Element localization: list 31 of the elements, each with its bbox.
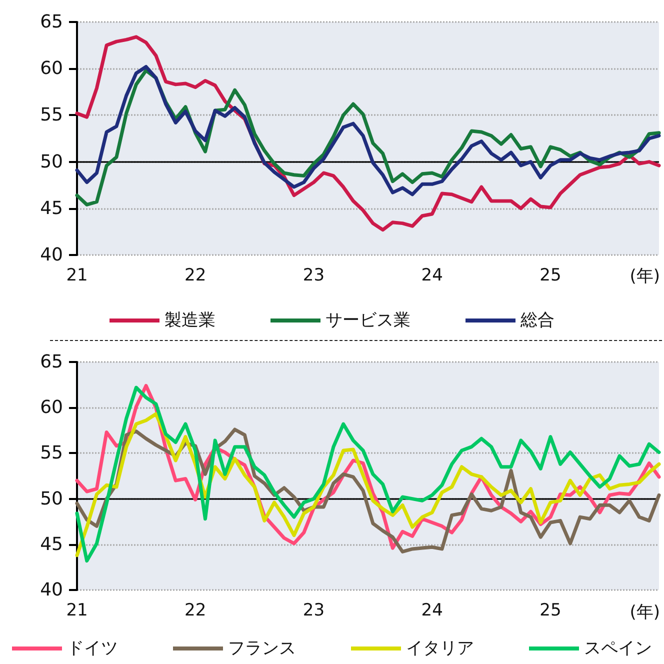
legend-label: スペイン	[584, 638, 652, 658]
x-tick-label: 22	[184, 266, 206, 286]
y-tick-label: 60	[40, 397, 63, 418]
x-tick-label: 25	[540, 600, 562, 620]
y-tick-label: 45	[40, 198, 63, 219]
legend-label: フランス	[228, 638, 296, 658]
legend-label: サービス業	[326, 310, 410, 330]
x-tick-label: 23	[302, 600, 325, 620]
x-tick-label: 21	[66, 600, 88, 620]
y-tick-label: 50	[40, 151, 63, 172]
x-tick-label: 24	[421, 266, 443, 286]
y-tick-label: 40	[40, 244, 63, 266]
y-tick-label: 55	[40, 104, 63, 126]
x-tick-label: 24	[421, 600, 443, 620]
y-tick-label: 65	[40, 352, 63, 372]
y-tick-label: 65	[40, 12, 63, 32]
x-axis-title: (年)	[630, 266, 660, 286]
x-axis-title: (年)	[630, 602, 660, 622]
y-tick-label: 60	[40, 58, 63, 80]
y-tick-label: 45	[40, 534, 63, 555]
y-tick-label: 40	[40, 580, 63, 600]
x-tick-label: 21	[66, 266, 88, 286]
legend-label: 総合	[520, 310, 554, 330]
x-tick-label: 22	[184, 600, 206, 620]
y-tick-label: 50	[40, 488, 63, 510]
legend-label: イタリア	[406, 638, 474, 658]
y-tick-label: 55	[40, 442, 63, 464]
legend-label: ドイツ	[67, 638, 118, 658]
legend-label: 製造業	[164, 310, 216, 330]
x-tick-label: 23	[302, 266, 325, 286]
x-tick-label: 25	[540, 266, 562, 286]
